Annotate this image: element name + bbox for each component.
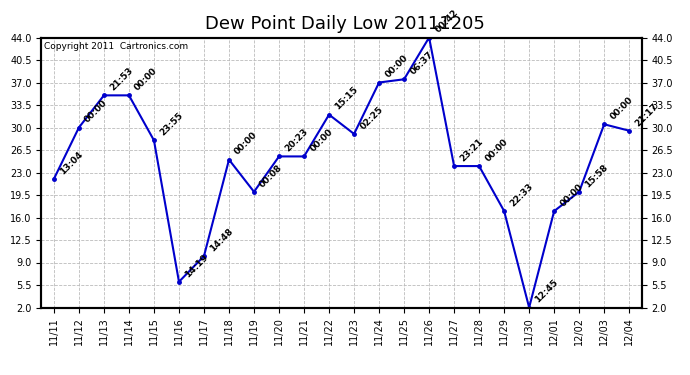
Text: 06:37: 06:37 (408, 50, 435, 76)
Text: 23:21: 23:21 (458, 137, 485, 163)
Text: 21:17: 21:17 (633, 101, 660, 128)
Text: 13:04: 13:04 (58, 150, 85, 176)
Text: 00:00: 00:00 (83, 99, 109, 125)
Text: 20:23: 20:23 (283, 127, 310, 154)
Text: 00:00: 00:00 (133, 66, 159, 93)
Text: 00:42: 00:42 (433, 8, 460, 35)
Text: 22:33: 22:33 (509, 182, 535, 208)
Text: 00:08: 00:08 (258, 163, 284, 189)
Text: Dew Point Daily Low 20111205: Dew Point Daily Low 20111205 (205, 15, 485, 33)
Text: 12:45: 12:45 (533, 278, 560, 305)
Text: 15:15: 15:15 (333, 85, 359, 112)
Text: 00:00: 00:00 (233, 130, 259, 157)
Text: 00:00: 00:00 (383, 54, 409, 80)
Text: 00:00: 00:00 (308, 128, 335, 154)
Text: 02:25: 02:25 (358, 105, 385, 131)
Text: 14:48: 14:48 (208, 226, 235, 253)
Text: 23:55: 23:55 (158, 111, 185, 138)
Text: Copyright 2011  Cartronics.com: Copyright 2011 Cartronics.com (44, 42, 188, 51)
Text: 00:00: 00:00 (609, 95, 635, 122)
Text: 21:53: 21:53 (108, 66, 135, 93)
Text: 00:00: 00:00 (483, 137, 509, 163)
Text: 00:00: 00:00 (558, 182, 584, 208)
Text: 15:58: 15:58 (583, 162, 610, 189)
Text: 14:19: 14:19 (183, 252, 210, 279)
